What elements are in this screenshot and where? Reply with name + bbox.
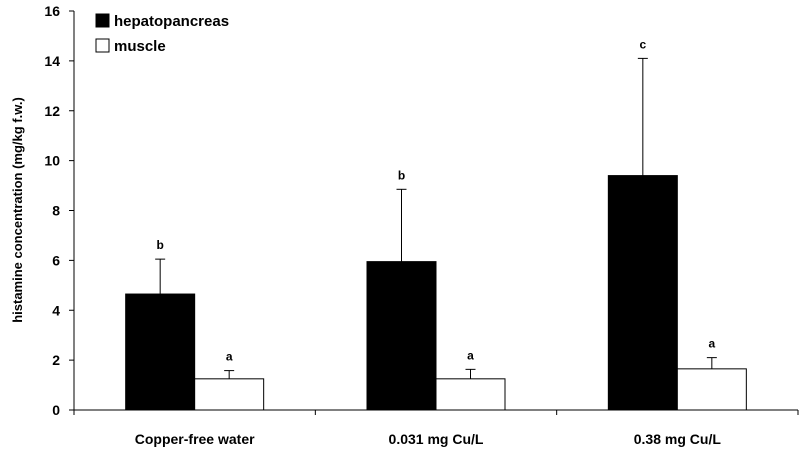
y-tick-label: 12	[44, 103, 60, 119]
data-label: b	[398, 168, 405, 182]
y-tick-label: 4	[52, 302, 60, 318]
data-label: b	[156, 238, 163, 252]
data-label: c	[639, 37, 646, 51]
legend-swatch	[95, 38, 110, 53]
legend: hepatopancreas muscle	[95, 13, 229, 55]
bars: b a b a c a	[125, 37, 747, 411]
bar-hepatopancreas	[607, 175, 678, 411]
bar-hepatopancreas	[366, 261, 437, 411]
x-tick-label: 0.38 mg Cu/L	[634, 431, 722, 447]
y-axis: 0 2 4 6 8 10 12 14 16	[44, 3, 75, 418]
x-tick-label: 0.031 mg Cu/L	[389, 431, 484, 447]
data-label: a	[708, 337, 715, 351]
legend-label: muscle	[114, 38, 166, 55]
y-tick-label: 0	[52, 402, 60, 418]
bar-muscle	[676, 368, 747, 411]
data-label: a	[467, 348, 474, 362]
bar-muscle	[194, 378, 265, 411]
y-tick-label: 10	[44, 153, 60, 169]
y-axis-label: histamine concentration (mg/kg f.w.)	[10, 97, 25, 323]
y-tick-label: 8	[52, 203, 60, 219]
y-tick-label: 14	[44, 53, 60, 69]
legend-swatch	[95, 13, 110, 28]
y-tick-label: 6	[52, 252, 60, 268]
y-tick-label: 2	[52, 352, 60, 368]
x-tick-label: Copper-free water	[135, 431, 255, 447]
y-tick-label: 16	[44, 3, 60, 19]
bar-muscle	[435, 378, 506, 411]
data-label: a	[226, 350, 233, 364]
legend-label: hepatopancreas	[114, 13, 229, 30]
x-axis: Copper-free water 0.031 mg Cu/L 0.38 mg Cu…	[73, 409, 799, 447]
bar-hepatopancreas	[125, 293, 196, 411]
